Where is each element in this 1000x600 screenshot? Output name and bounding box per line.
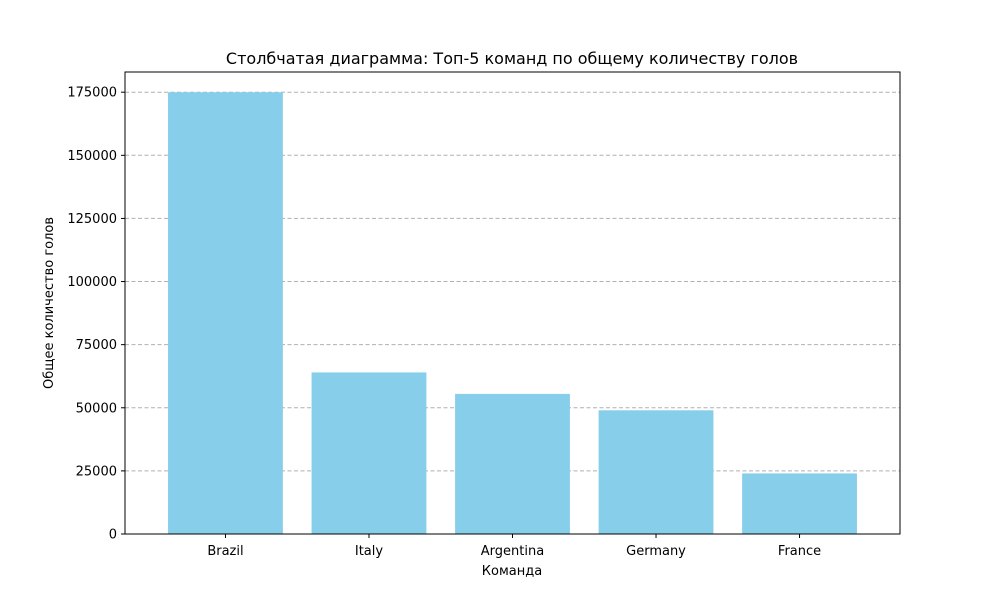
x-axis-ticks: Brazil Italy Argentina Germany France [207, 534, 821, 559]
y-tick-label-5: 125000 [67, 212, 117, 227]
y-tick-label-0: 0 [109, 528, 117, 543]
y-axis-label: Общее количество голов [42, 217, 57, 389]
y-tick-label-2: 50000 [76, 401, 117, 416]
x-tick-label-germany: Germany [626, 544, 686, 559]
y-axis-ticks: 0 25000 50000 75000 100000 125000 150000 175000 [67, 86, 125, 543]
bars [168, 92, 857, 535]
bar-france [742, 473, 857, 534]
y-tick-label-4: 100000 [67, 275, 117, 290]
x-axis-label: Команда [482, 564, 542, 579]
bar-argentina [455, 393, 570, 534]
y-tick-label-3: 75000 [76, 338, 117, 353]
x-tick-label-france: France [778, 544, 821, 559]
y-tick-label-1: 25000 [76, 464, 117, 479]
bar-germany [598, 410, 714, 534]
x-tick-label-argentina: Argentina [481, 544, 544, 559]
chart-title: Столбчатая диаграмма: Топ-5 команд по об… [226, 49, 798, 68]
bar-brazil [168, 92, 283, 535]
y-tick-label-6: 150000 [67, 149, 117, 164]
x-tick-label-italy: Italy [355, 544, 384, 559]
y-tick-label-7: 175000 [67, 86, 117, 101]
bar-italy [311, 372, 427, 534]
x-tick-label-brazil: Brazil [207, 544, 243, 559]
